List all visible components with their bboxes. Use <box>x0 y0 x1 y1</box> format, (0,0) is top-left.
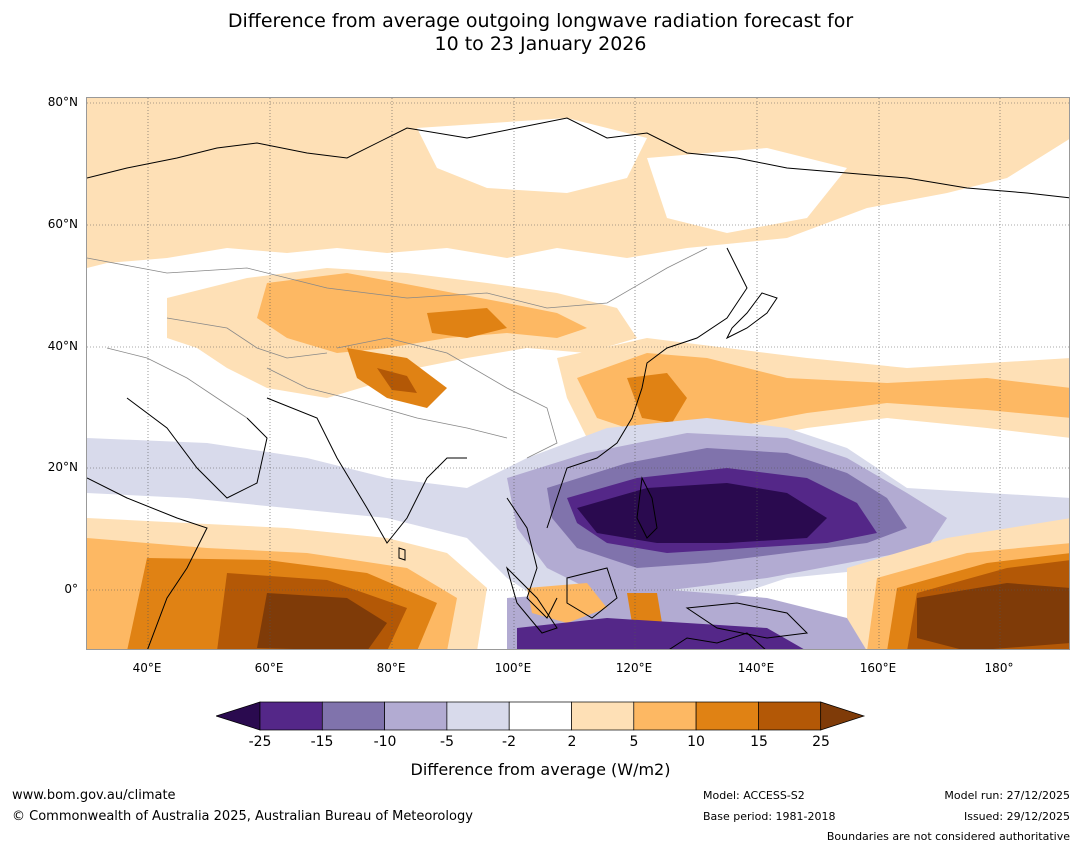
lat-label-equator: 0° <box>64 582 78 596</box>
colorbar-bin-neg25-neg15 <box>259 701 323 731</box>
colorbar-tick-10: 10 <box>687 734 705 750</box>
coastlines <box>87 117 1069 649</box>
central-asia-orange-core <box>257 273 587 353</box>
lon-label-60e: 60°E <box>254 661 284 675</box>
title-line-1: Difference from average outgoing longwav… <box>227 10 854 32</box>
graticule <box>87 98 1069 649</box>
lon-label-80e: 80°E <box>376 661 406 675</box>
lon-label-100e: 100°E <box>494 661 532 675</box>
anomaly-shading <box>87 98 1069 649</box>
arctic-coast <box>87 117 1069 199</box>
boundaries-disclaimer: Boundaries are not considered authoritat… <box>826 830 1070 843</box>
colorbar-tick-15: 15 <box>750 734 768 750</box>
lon-label-40e: 40°E <box>132 661 162 675</box>
olr-anomaly-map <box>86 97 1070 650</box>
east-asia-orange-core <box>577 353 1069 438</box>
colorbar <box>216 701 866 731</box>
africa-coast <box>87 477 208 649</box>
colorbar-tick-neg25: -25 <box>248 734 272 750</box>
title-line-2: 10 to 23 January 2026 <box>434 33 647 55</box>
sumatra <box>505 566 558 634</box>
russia-southern-border <box>87 247 708 309</box>
australia-north-coast <box>669 632 766 649</box>
pacific-extreme-positive <box>917 583 1069 649</box>
colorbar-title: Difference from average (W/m2) <box>410 760 671 779</box>
japan <box>725 292 778 340</box>
model-name: Model: ACCESS-S2 <box>703 789 805 802</box>
colorbar-tick-neg10: -10 <box>373 734 397 750</box>
country-boundaries <box>87 247 708 459</box>
colorbar-tick-25: 25 <box>812 734 830 750</box>
sulawesi-positive <box>627 593 662 623</box>
colorbar-tick-neg2: -2 <box>502 734 516 750</box>
lat-label-20n: 20°N <box>47 460 78 474</box>
colorbar-extend-low <box>216 701 261 731</box>
indonesia-negative-core <box>517 618 804 649</box>
tibet-peak-positive <box>377 368 417 393</box>
map-canvas <box>87 98 1069 649</box>
lat-label-80n: 80°N <box>47 95 78 109</box>
colorbar-bin-15-25 <box>758 701 822 731</box>
indian-ocean-extreme-positive <box>257 593 387 649</box>
lon-label-180: 180° <box>984 661 1014 675</box>
colorbar-bin-neg5-neg2 <box>446 701 510 731</box>
lat-label-40n: 40°N <box>47 339 78 353</box>
colorbar-tick-neg15: -15 <box>310 734 334 750</box>
colorbar-tick-2: 2 <box>567 734 577 750</box>
colorbar-bin-5-10 <box>633 701 697 731</box>
new-guinea <box>685 602 809 639</box>
arabia-coast <box>126 397 268 499</box>
copyright-text: © Commonwealth of Australia 2025, Austra… <box>12 809 473 824</box>
middle-east-borders <box>106 347 248 419</box>
colorbar-tick-neg5: -5 <box>440 734 454 750</box>
mongolia-strong-positive <box>427 308 507 338</box>
colorbar-tick-5: 5 <box>629 734 639 750</box>
india-coast <box>266 397 467 544</box>
borneo <box>566 567 618 619</box>
lat-label-60n: 60°N <box>47 217 78 231</box>
south-asia-borders <box>266 367 508 439</box>
sri-lanka <box>398 547 406 561</box>
bom-climate-link[interactable]: www.bom.gov.au/climate <box>12 788 176 803</box>
base-period: Base period: 1981-2018 <box>703 810 836 823</box>
lon-label-160e: 160°E <box>859 661 897 675</box>
east-asia-coast <box>546 247 748 529</box>
philippines <box>636 476 658 539</box>
central-asia-borders <box>166 317 328 359</box>
colorbar-bin-neg15-neg10 <box>321 701 385 731</box>
model-run-date: Model run: 27/12/2025 <box>944 789 1070 802</box>
issued-date: Issued: 29/12/2025 <box>963 810 1070 823</box>
colorbar-bin-neg10-neg5 <box>384 701 448 731</box>
colorbar-bin-neg2-2 <box>508 701 572 731</box>
colorbar-bin-10-15 <box>695 701 759 731</box>
colorbar-bin-2-5 <box>571 701 635 731</box>
colorbar-extend-high <box>820 701 866 731</box>
lon-label-140e: 140°E <box>737 661 775 675</box>
china-border <box>336 337 558 459</box>
lon-label-120e: 120°E <box>615 661 653 675</box>
map-title: Difference from average outgoing longwav… <box>0 10 1081 56</box>
